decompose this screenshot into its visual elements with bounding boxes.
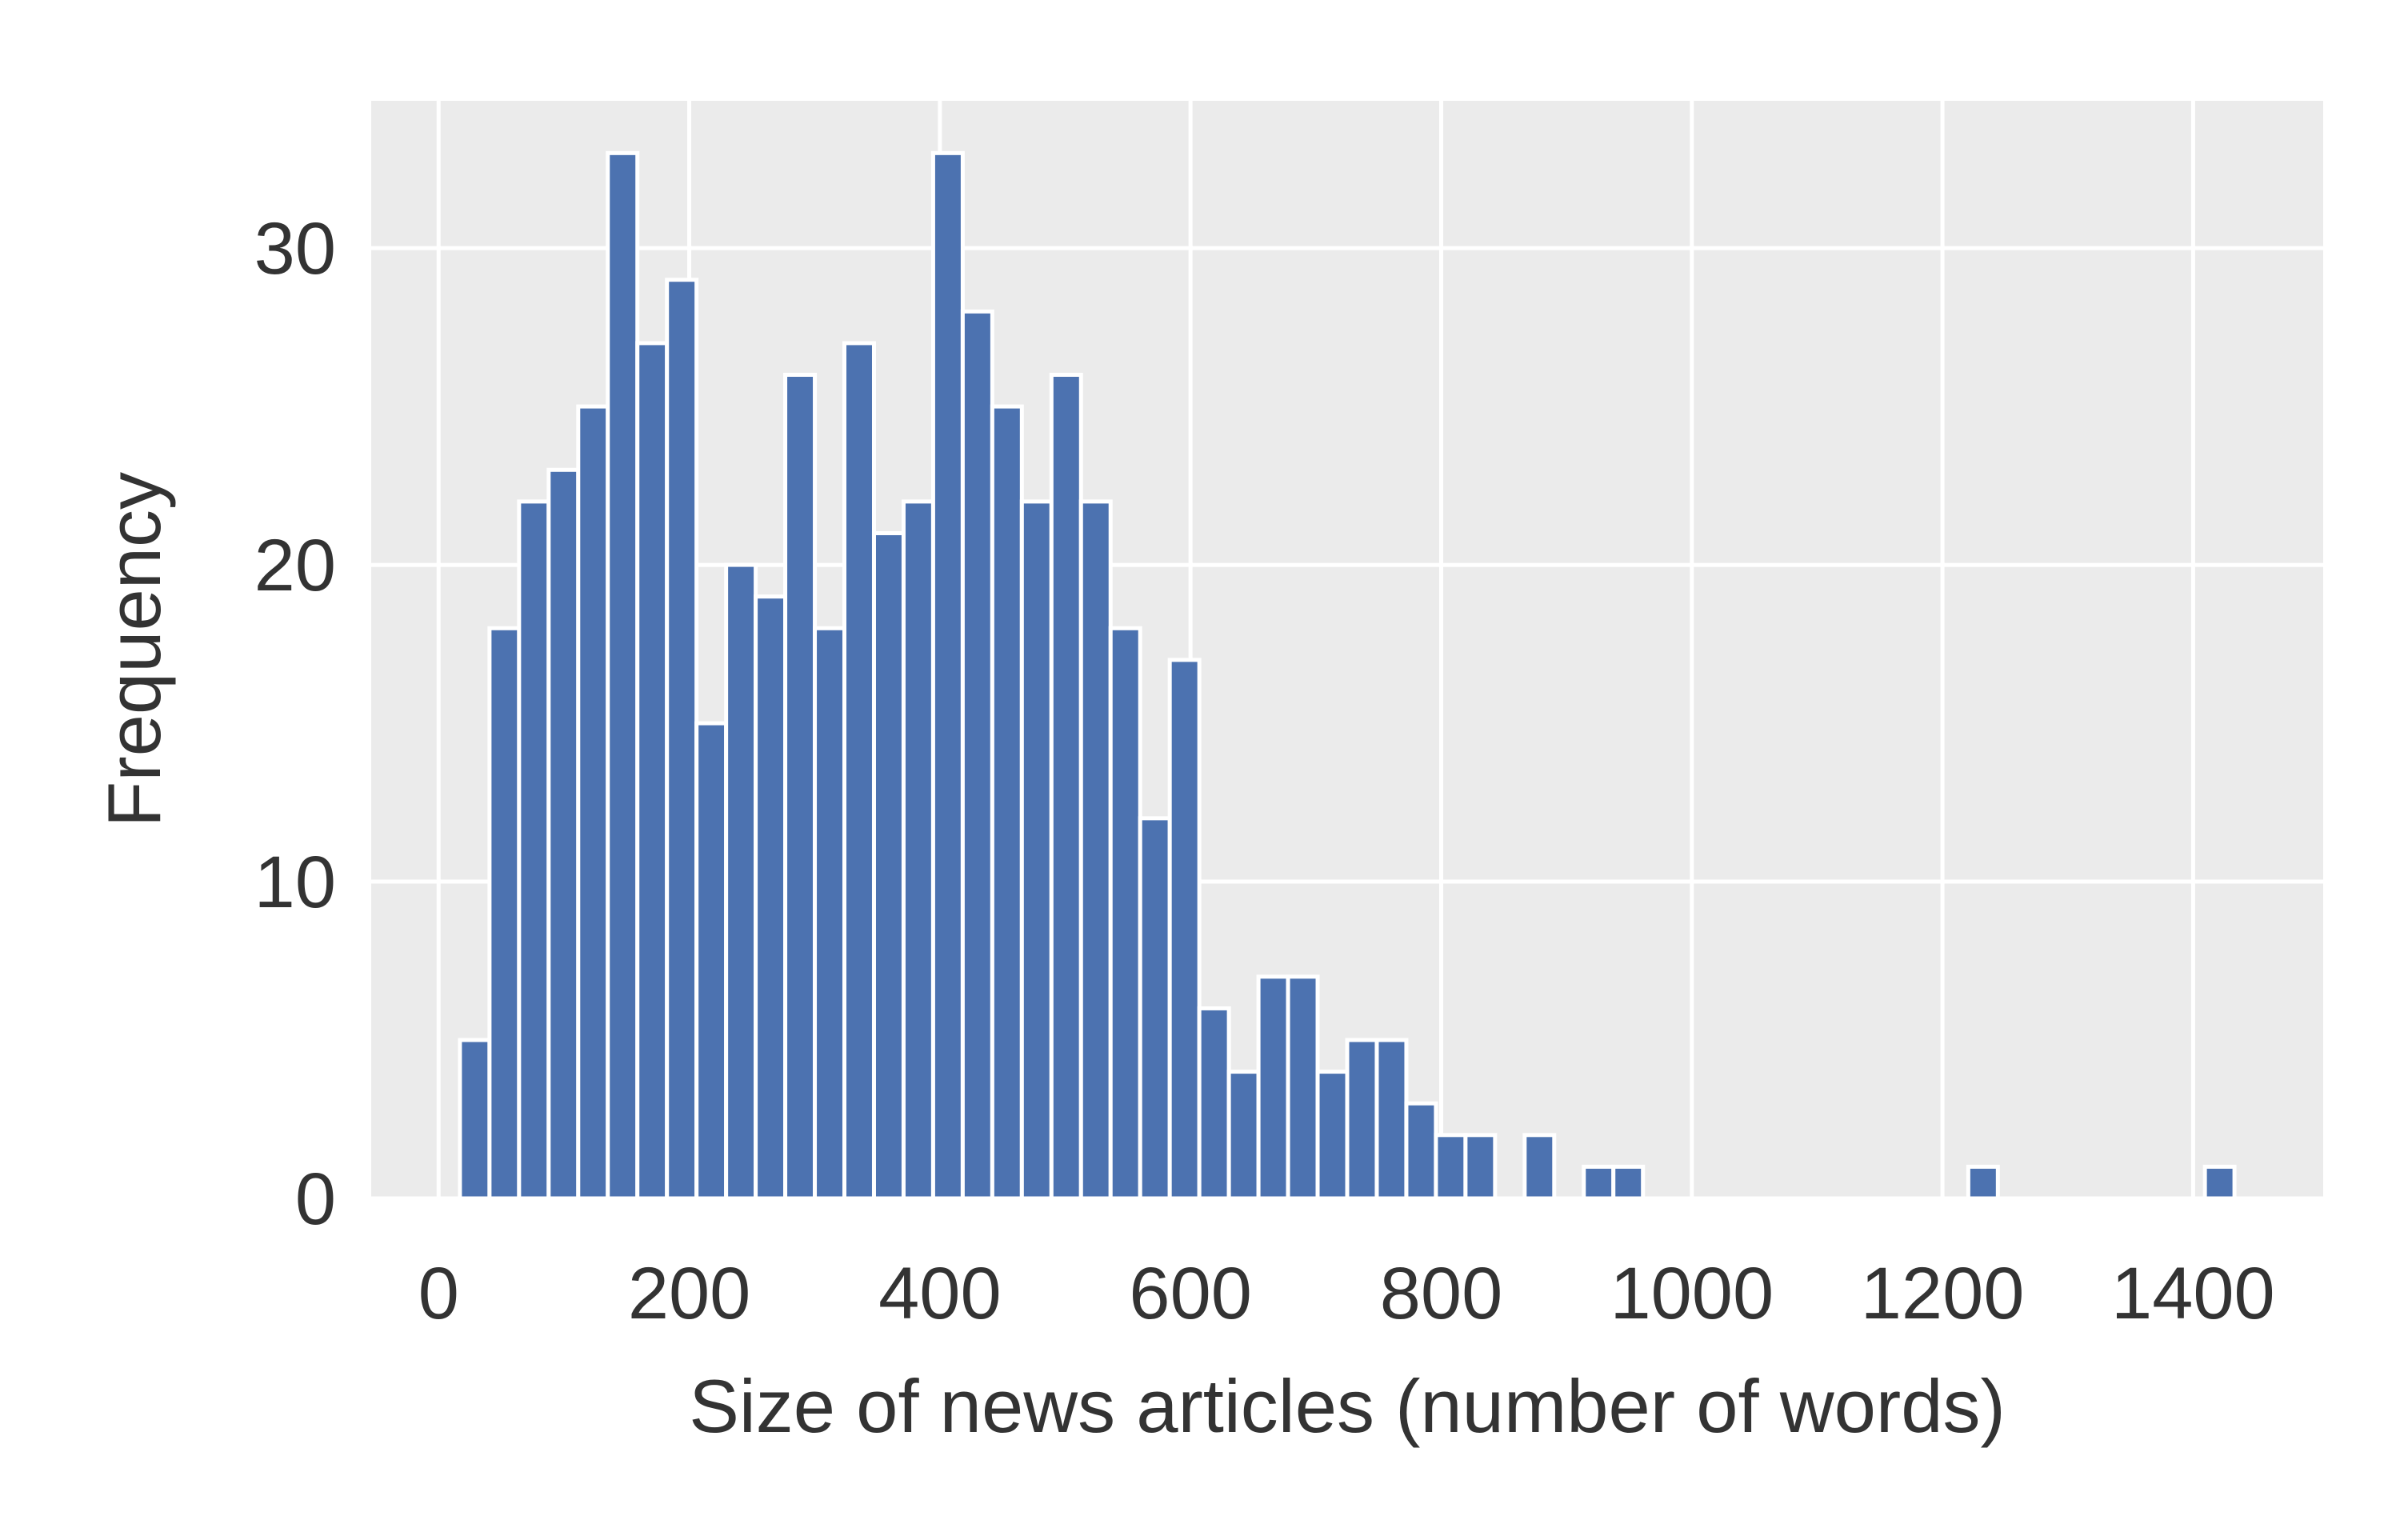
histogram-bar (871, 530, 906, 1201)
histogram-bar (1078, 499, 1113, 1201)
histogram-bar (694, 721, 729, 1201)
x-tick-label: 0 (418, 1253, 459, 1334)
histogram-bar (576, 404, 610, 1201)
histogram-bar (1522, 1133, 1557, 1201)
x-tick-label: 200 (628, 1253, 751, 1334)
histogram-bar (1611, 1164, 1646, 1201)
histogram-bar (930, 150, 965, 1201)
histogram-bar (546, 467, 581, 1201)
x-tick-label: 800 (1380, 1253, 1503, 1334)
histogram-bar (842, 341, 876, 1201)
histogram-bar (517, 499, 551, 1201)
histogram-bar (1345, 1038, 1379, 1201)
x-tick-label: 1400 (2111, 1253, 2275, 1334)
histogram-bar (1374, 1038, 1409, 1201)
histogram-bar (1226, 1070, 1261, 1201)
y-tick-label: 10 (254, 842, 336, 923)
histogram-bar (901, 499, 935, 1201)
histogram-bar (1434, 1133, 1468, 1201)
histogram-bar (754, 594, 788, 1201)
x-tick-label: 1000 (1610, 1253, 1774, 1334)
histogram-bar (1197, 1006, 1231, 1201)
ticks: 0 10 20 30 0 200 400 600 800 1000 1200 1400 (254, 208, 2275, 1334)
y-tick-label: 0 (295, 1158, 336, 1240)
histogram-bar (724, 562, 758, 1201)
histogram-bar (990, 404, 1024, 1201)
histogram-bar (487, 626, 522, 1201)
histogram-bar (665, 278, 699, 1201)
x-tick-label: 600 (1129, 1253, 1252, 1334)
x-tick-label: 400 (878, 1253, 1002, 1334)
histogram-bar (1138, 816, 1172, 1201)
histogram-bar (1108, 626, 1142, 1201)
x-tick-label: 1200 (1861, 1253, 2025, 1334)
histogram-bar (1966, 1164, 2000, 1201)
histogram-bar (1286, 974, 1320, 1201)
y-tick-label: 20 (254, 525, 336, 606)
histogram-bar (783, 373, 818, 1201)
histogram-bar (635, 341, 670, 1201)
histogram-bar (1315, 1070, 1350, 1201)
histogram-bar (813, 626, 847, 1201)
y-tick-label: 30 (254, 208, 336, 290)
bars (458, 150, 2237, 1201)
histogram-bar (1167, 658, 1202, 1201)
histogram-bar (1019, 499, 1054, 1201)
histogram-bar (458, 1038, 492, 1201)
x-axis-label: Size of news articles (number of words) (689, 1364, 2006, 1448)
histogram-bar (1404, 1101, 1438, 1201)
histogram-bar (1049, 373, 1083, 1201)
histogram-bar (1463, 1133, 1498, 1201)
histogram-bar (1256, 974, 1290, 1201)
y-axis-label: Frequency (92, 472, 176, 827)
histogram-bar (960, 309, 994, 1201)
histogram-bar (2202, 1164, 2237, 1201)
histogram-bar (1582, 1164, 1616, 1201)
histogram-bar (606, 150, 640, 1201)
